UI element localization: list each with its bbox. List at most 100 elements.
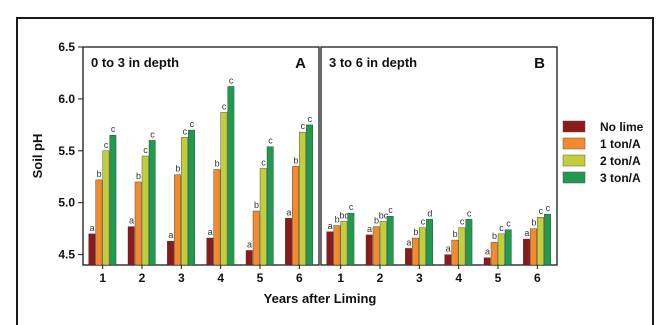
significance-label: b bbox=[413, 227, 418, 237]
bar-panel2-year1-s2 bbox=[334, 226, 340, 265]
legend: No lime 1 ton/A 2 ton/A 3 ton/A bbox=[563, 120, 644, 185]
bar-panel1-year5-s3 bbox=[260, 168, 266, 265]
significance-label: c bbox=[506, 219, 511, 229]
bar-panel2-year2-s1 bbox=[366, 235, 372, 265]
significance-label: a bbox=[328, 221, 333, 231]
y-tick-label: 5.0 bbox=[58, 196, 75, 210]
bar-panel2-year3-s4 bbox=[426, 219, 432, 265]
significance-label: c bbox=[546, 203, 551, 213]
legend-label-no-lime: No lime bbox=[600, 120, 644, 134]
x-tick-label: 6 bbox=[296, 271, 303, 285]
bar-panel1-year2-s3 bbox=[142, 156, 148, 265]
significance-label: c bbox=[190, 119, 195, 129]
bar-panel2-year2-s4 bbox=[387, 216, 393, 265]
significance-label: a bbox=[208, 227, 213, 237]
y-tick-label: 6.5 bbox=[58, 40, 75, 54]
significance-label: c bbox=[388, 205, 393, 215]
bar-panel1-year1-s3 bbox=[103, 151, 109, 265]
bar-panel1-year4-s3 bbox=[221, 112, 227, 265]
x-tick-label: 4 bbox=[217, 271, 224, 285]
significance-label: b bbox=[492, 231, 497, 241]
significance-label: a bbox=[168, 230, 173, 240]
bar-panel2-year4-s1 bbox=[445, 255, 451, 265]
significance-label: b bbox=[254, 200, 259, 210]
significance-label: b bbox=[215, 158, 220, 168]
significance-label: c bbox=[308, 114, 313, 124]
legend-label-1-ton: 1 ton/A bbox=[600, 137, 641, 151]
bar-panel1-year3-s1 bbox=[167, 241, 173, 265]
significance-label: c bbox=[539, 206, 544, 216]
bar-panel1-year2-s2 bbox=[135, 182, 141, 265]
x-tick-label: 5 bbox=[257, 271, 264, 285]
bar-panel1-year4-s2 bbox=[214, 169, 220, 265]
significance-label: a bbox=[129, 216, 134, 226]
significance-label: b bbox=[453, 229, 458, 239]
y-axis-title: Soil pH bbox=[30, 134, 45, 179]
significance-label: c bbox=[150, 129, 155, 139]
bar-panel2-year1-s3 bbox=[341, 221, 347, 265]
significance-label: b bbox=[293, 155, 298, 165]
legend-swatch-2-ton bbox=[563, 155, 585, 166]
bar-panel2-year4-s2 bbox=[452, 240, 458, 265]
panel-a-plot-area bbox=[83, 47, 319, 265]
bar-panel1-year3-s3 bbox=[181, 137, 187, 265]
bar-panel2-year2-s3 bbox=[380, 221, 386, 265]
significance-label: c bbox=[104, 140, 109, 150]
significance-label: c bbox=[467, 208, 472, 218]
significance-label: c bbox=[349, 202, 354, 212]
bar-panel1-year2-s4 bbox=[149, 140, 155, 265]
y-tick-label: 5.5 bbox=[58, 144, 75, 158]
legend-label-2-ton: 2 ton/A bbox=[600, 154, 641, 168]
x-tick-label: 6 bbox=[534, 271, 541, 285]
x-tick-label: 2 bbox=[377, 271, 384, 285]
bar-panel2-year5-s3 bbox=[498, 234, 504, 265]
bar-panel1-year3-s2 bbox=[174, 175, 180, 265]
x-axis-title: Years after Liming bbox=[264, 291, 377, 306]
significance-label: c bbox=[111, 124, 116, 134]
x-tick-label: 3 bbox=[178, 271, 185, 285]
panel-a-title: 0 to 3 in depth bbox=[91, 55, 179, 70]
x-tick-label: 2 bbox=[139, 271, 146, 285]
x-tick-label: 5 bbox=[495, 271, 502, 285]
significance-label: c bbox=[499, 223, 504, 233]
significance-label: c bbox=[460, 217, 465, 227]
panel-b-title: 3 to 6 in depth bbox=[329, 55, 417, 70]
bar-panel2-year5-s1 bbox=[484, 258, 490, 265]
bar-panel2-year6-s3 bbox=[537, 217, 543, 265]
bar-panel2-year6-s2 bbox=[530, 229, 536, 265]
bar-panel1-year2-s1 bbox=[128, 227, 134, 265]
panel-b-plot-area bbox=[321, 47, 557, 265]
significance-label: c bbox=[143, 145, 148, 155]
bar-panel1-year4-s1 bbox=[207, 238, 213, 265]
legend-swatch-3-ton bbox=[563, 172, 585, 183]
significance-label: a bbox=[524, 228, 529, 238]
bar-panel1-year4-s4 bbox=[228, 86, 234, 265]
significance-label: d bbox=[427, 208, 432, 218]
panel-b-letter: B bbox=[534, 55, 545, 72]
bar-panel1-year6-s2 bbox=[292, 166, 298, 265]
significance-label: a bbox=[286, 207, 291, 217]
significance-label: a bbox=[247, 239, 252, 249]
x-tick-label: 1 bbox=[99, 271, 106, 285]
legend-label-3-ton: 3 ton/A bbox=[600, 171, 641, 185]
significance-label: b bbox=[97, 169, 102, 179]
significance-label: a bbox=[90, 223, 95, 233]
bar-panel1-year5-s1 bbox=[246, 250, 252, 265]
significance-label: c bbox=[229, 75, 234, 85]
bar-panel1-year5-s4 bbox=[267, 147, 273, 265]
bar-panel2-year5-s2 bbox=[491, 242, 497, 265]
bar-panel2-year4-s3 bbox=[459, 228, 465, 265]
bar-panel1-year1-s1 bbox=[89, 234, 95, 265]
bar-panel2-year2-s2 bbox=[373, 227, 379, 265]
significance-label: c bbox=[222, 101, 227, 111]
bar-panel1-year6-s3 bbox=[299, 132, 305, 265]
x-tick-label: 1 bbox=[337, 271, 344, 285]
significance-label: c bbox=[301, 121, 306, 131]
significance-label: a bbox=[367, 224, 372, 234]
significance-label: a bbox=[406, 237, 411, 247]
legend-swatch-no-lime bbox=[563, 121, 585, 132]
x-tick-label: 4 bbox=[455, 271, 462, 285]
bar-panel2-year6-s1 bbox=[523, 239, 529, 265]
bar-panel2-year1-s1 bbox=[327, 232, 333, 265]
